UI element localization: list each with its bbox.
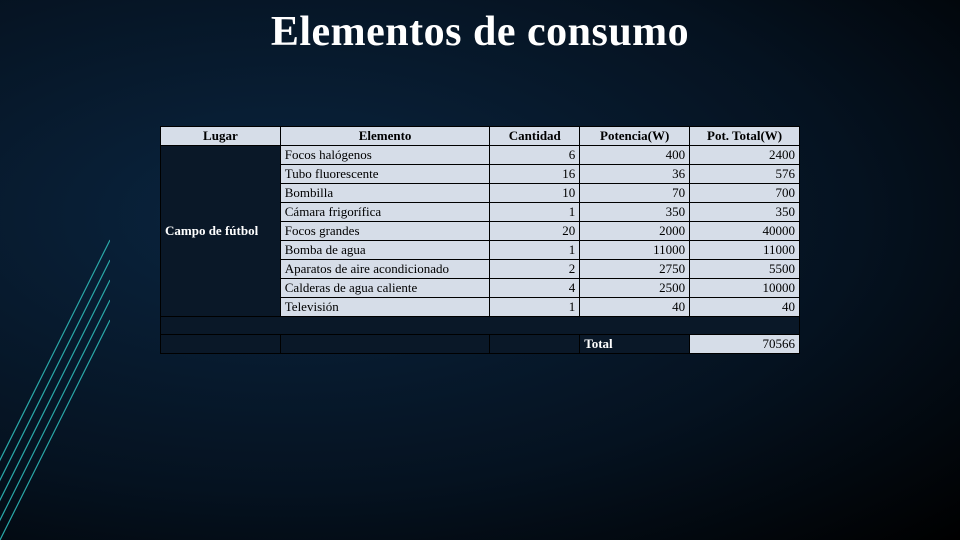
elemento-cell: Calderas de agua caliente — [280, 279, 490, 298]
total-empty — [490, 335, 580, 354]
pot-total-cell: 576 — [690, 165, 800, 184]
pot-total-cell: 10000 — [690, 279, 800, 298]
pot-total-cell: 11000 — [690, 241, 800, 260]
spacer-row — [161, 317, 800, 335]
total-row: Total70566 — [161, 335, 800, 354]
potencia-cell: 40 — [580, 298, 690, 317]
cantidad-cell: 16 — [490, 165, 580, 184]
accent-lines-decoration — [0, 180, 110, 540]
page-title: Elementos de consumo — [0, 0, 960, 56]
pot-total-cell: 40000 — [690, 222, 800, 241]
col-lugar: Lugar — [161, 127, 281, 146]
elemento-cell: Tubo fluorescente — [280, 165, 490, 184]
cantidad-cell: 1 — [490, 241, 580, 260]
col-elemento: Elemento — [280, 127, 490, 146]
potencia-cell: 2500 — [580, 279, 690, 298]
potencia-cell: 36 — [580, 165, 690, 184]
col-total: Pot. Total(W) — [690, 127, 800, 146]
potencia-cell: 350 — [580, 203, 690, 222]
elemento-cell: Focos halógenos — [280, 146, 490, 165]
pot-total-cell: 5500 — [690, 260, 800, 279]
pot-total-cell: 40 — [690, 298, 800, 317]
cantidad-cell: 4 — [490, 279, 580, 298]
cantidad-cell: 1 — [490, 298, 580, 317]
total-empty — [161, 335, 281, 354]
elemento-cell: Bombilla — [280, 184, 490, 203]
potencia-cell: 2000 — [580, 222, 690, 241]
pot-total-cell: 350 — [690, 203, 800, 222]
elemento-cell: Bomba de agua — [280, 241, 490, 260]
elemento-cell: Focos grandes — [280, 222, 490, 241]
total-empty — [280, 335, 490, 354]
cantidad-cell: 6 — [490, 146, 580, 165]
pot-total-cell: 700 — [690, 184, 800, 203]
col-potencia: Potencia(W) — [580, 127, 690, 146]
elemento-cell: Cámara frigorífica — [280, 203, 490, 222]
potencia-cell: 400 — [580, 146, 690, 165]
cantidad-cell: 1 — [490, 203, 580, 222]
table-body: Campo de fútbolFocos halógenos64002400Tu… — [161, 146, 800, 354]
consumption-table-container: Lugar Elemento Cantidad Potencia(W) Pot.… — [160, 126, 800, 354]
total-value: 70566 — [690, 335, 800, 354]
potencia-cell: 11000 — [580, 241, 690, 260]
consumption-table: Lugar Elemento Cantidad Potencia(W) Pot.… — [160, 126, 800, 354]
elemento-cell: Aparatos de aire acondicionado — [280, 260, 490, 279]
table-header-row: Lugar Elemento Cantidad Potencia(W) Pot.… — [161, 127, 800, 146]
total-label: Total — [580, 335, 690, 354]
potencia-cell: 2750 — [580, 260, 690, 279]
potencia-cell: 70 — [580, 184, 690, 203]
pot-total-cell: 2400 — [690, 146, 800, 165]
elemento-cell: Televisión — [280, 298, 490, 317]
cantidad-cell: 20 — [490, 222, 580, 241]
lugar-cell: Campo de fútbol — [161, 146, 281, 317]
cantidad-cell: 2 — [490, 260, 580, 279]
cantidad-cell: 10 — [490, 184, 580, 203]
table-row: Campo de fútbolFocos halógenos64002400 — [161, 146, 800, 165]
col-cantidad: Cantidad — [490, 127, 580, 146]
